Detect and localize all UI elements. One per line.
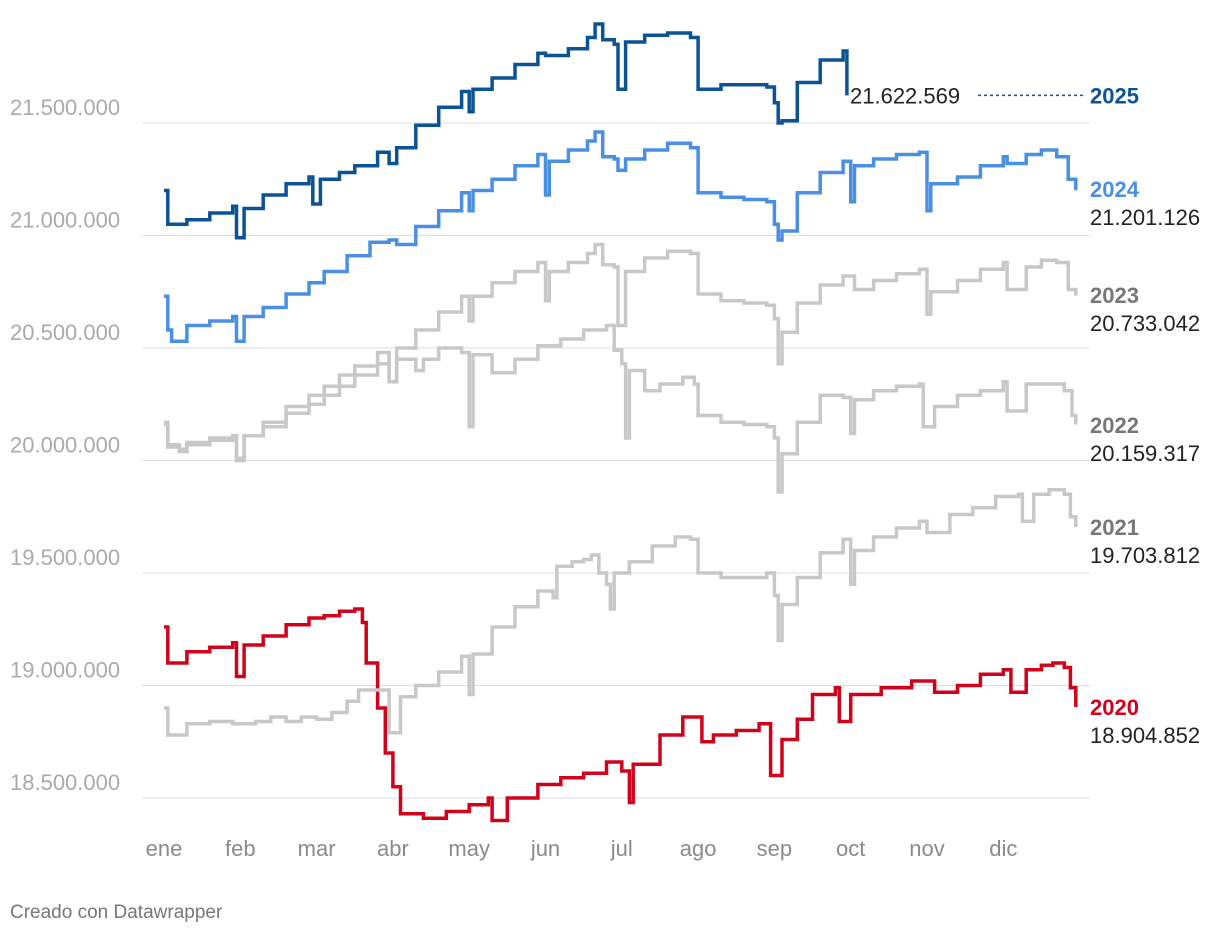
y-tick-label-5: 21.000.000 [10, 208, 120, 233]
series-value-label-2023: 20.733.042 [1090, 311, 1200, 336]
y-tick-label-6: 21.500.000 [10, 95, 120, 120]
x-tick-label-mar: mar [298, 836, 336, 861]
series-line-2024 [164, 130, 1078, 344]
grid-lines [142, 122, 1090, 799]
x-tick-label-dic: dic [989, 836, 1017, 861]
series-line-2022 [164, 323, 1078, 494]
series-name-label-2020: 2020 [1090, 695, 1139, 720]
y-tick-label-4: 20.500.000 [10, 320, 120, 345]
y-tick-label-0: 18.500.000 [10, 770, 120, 795]
series-value-label-2021: 19.703.812 [1090, 543, 1200, 568]
series-name-label-2024: 2024 [1090, 177, 1140, 202]
x-tick-label-feb: feb [225, 836, 256, 861]
series-labels: 2020 18.904.852 2021 19.703.812 2022 20.159.3… [850, 83, 1200, 748]
y-axis: 18.500.000 19.000.000 19.500.000 20.000.000… [10, 95, 120, 795]
credit-text: Creado con Datawrapper [10, 902, 223, 923]
x-tick-label-may: may [448, 836, 490, 861]
y-tick-label-2: 19.500.000 [10, 545, 120, 570]
x-tick-label-jul: jul [610, 836, 633, 861]
x-tick-label-ago: ago [680, 836, 717, 861]
x-axis: ene feb mar abr may jun jul ago sep oct nov dic [146, 836, 1018, 861]
x-tick-label-jun: jun [530, 836, 560, 861]
y-tick-label-3: 20.000.000 [10, 433, 120, 458]
x-tick-label-nov: nov [909, 836, 944, 861]
series-name-label-2023: 2023 [1090, 283, 1139, 308]
series-line-2023 [164, 242, 1078, 461]
y-tick-label-1: 19.000.000 [10, 658, 120, 683]
series-line-2020 [164, 607, 1078, 823]
series-value-label-2022: 20.159.317 [1090, 441, 1200, 466]
series-value-label-2025: 21.622.569 [850, 83, 960, 108]
series-value-label-2024: 21.201.126 [1090, 205, 1200, 230]
series-name-label-2021: 2021 [1090, 515, 1139, 540]
x-tick-label-abr: abr [377, 836, 409, 861]
series-name-label-2025: 2025 [1090, 83, 1139, 108]
x-tick-label-sep: sep [757, 836, 792, 861]
x-tick-label-oct: oct [836, 836, 865, 861]
series-name-label-2022: 2022 [1090, 413, 1139, 438]
series-line-2021 [164, 488, 1078, 737]
x-tick-label-ene: ene [146, 836, 183, 861]
series-line-2025 [164, 22, 849, 240]
series-value-label-2020: 18.904.852 [1090, 723, 1200, 748]
series-lines [164, 22, 1078, 823]
